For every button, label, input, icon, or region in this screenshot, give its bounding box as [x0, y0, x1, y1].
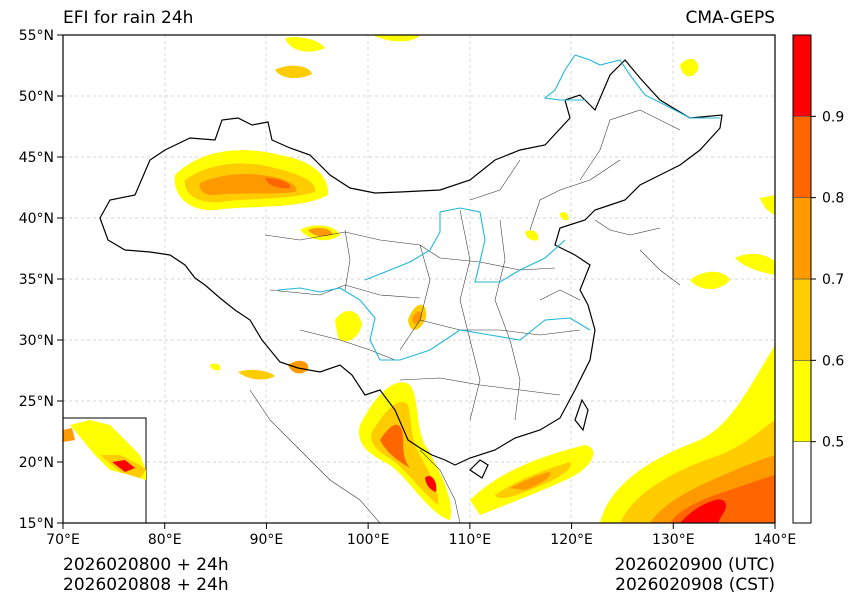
colorbar-segment — [792, 441, 812, 524]
colorbar-label: 0.7 — [822, 272, 844, 288]
colorbar-label: 0.8 — [822, 191, 844, 207]
country-borders — [99, 59, 723, 479]
lon-tick-label: 130°E — [652, 532, 695, 548]
colorbar-label: 0.5 — [822, 435, 844, 451]
south-china-sea-inset — [63, 417, 147, 523]
colorbar-segment — [792, 278, 812, 361]
lat-tick-label: 55°N — [19, 28, 54, 44]
colorbar: 0.5 0.6 0.7 0.8 0.9 — [792, 34, 844, 524]
lat-tick-label: 35°N — [19, 272, 54, 288]
lat-tick-label: 15°N — [19, 516, 54, 532]
colorbar-label: 0.9 — [822, 109, 844, 125]
colorbar-segment — [792, 360, 812, 442]
colorbar-segment — [792, 116, 812, 198]
map-title: EFI for rain 24h — [63, 8, 194, 28]
efi-contours — [174, 35, 775, 523]
valid-time-info: 2026020900 (UTC) 2026020908 (CST) — [614, 555, 775, 595]
province-borders — [249, 109, 681, 523]
rivers — [277, 54, 720, 361]
valid-time-cst: 2026020908 (CST) — [615, 575, 775, 595]
lat-tick-label: 50°N — [19, 89, 54, 105]
colorbar-segment — [792, 34, 812, 117]
lon-tick-label: 100°E — [347, 532, 390, 548]
valid-time-utc: 2026020900 (UTC) — [614, 555, 775, 575]
lon-tick-label: 140°E — [754, 532, 797, 548]
lat-tick-label: 25°N — [19, 394, 54, 410]
lat-tick-label: 40°N — [19, 211, 54, 227]
model-name: CMA-GEPS — [685, 8, 775, 28]
lat-tick-label: 20°N — [19, 455, 54, 471]
lon-tick-label: 120°E — [550, 532, 593, 548]
lat-tick-label: 45°N — [19, 150, 54, 166]
lat-tick-label: 30°N — [19, 333, 54, 349]
colorbar-label: 0.6 — [822, 353, 844, 369]
init-time-cst: 2026020808 + 24h — [63, 575, 229, 595]
lon-tick-label: 90°E — [250, 532, 284, 548]
init-time-utc: 2026020800 + 24h — [63, 555, 229, 575]
lon-tick-label: 80°E — [148, 532, 182, 548]
lon-tick-label: 110°E — [449, 532, 492, 548]
colorbar-segment — [792, 197, 812, 280]
init-time-info: 2026020800 + 24h 2026020808 + 24h — [63, 555, 229, 595]
lon-tick-label: 70°E — [46, 532, 80, 548]
